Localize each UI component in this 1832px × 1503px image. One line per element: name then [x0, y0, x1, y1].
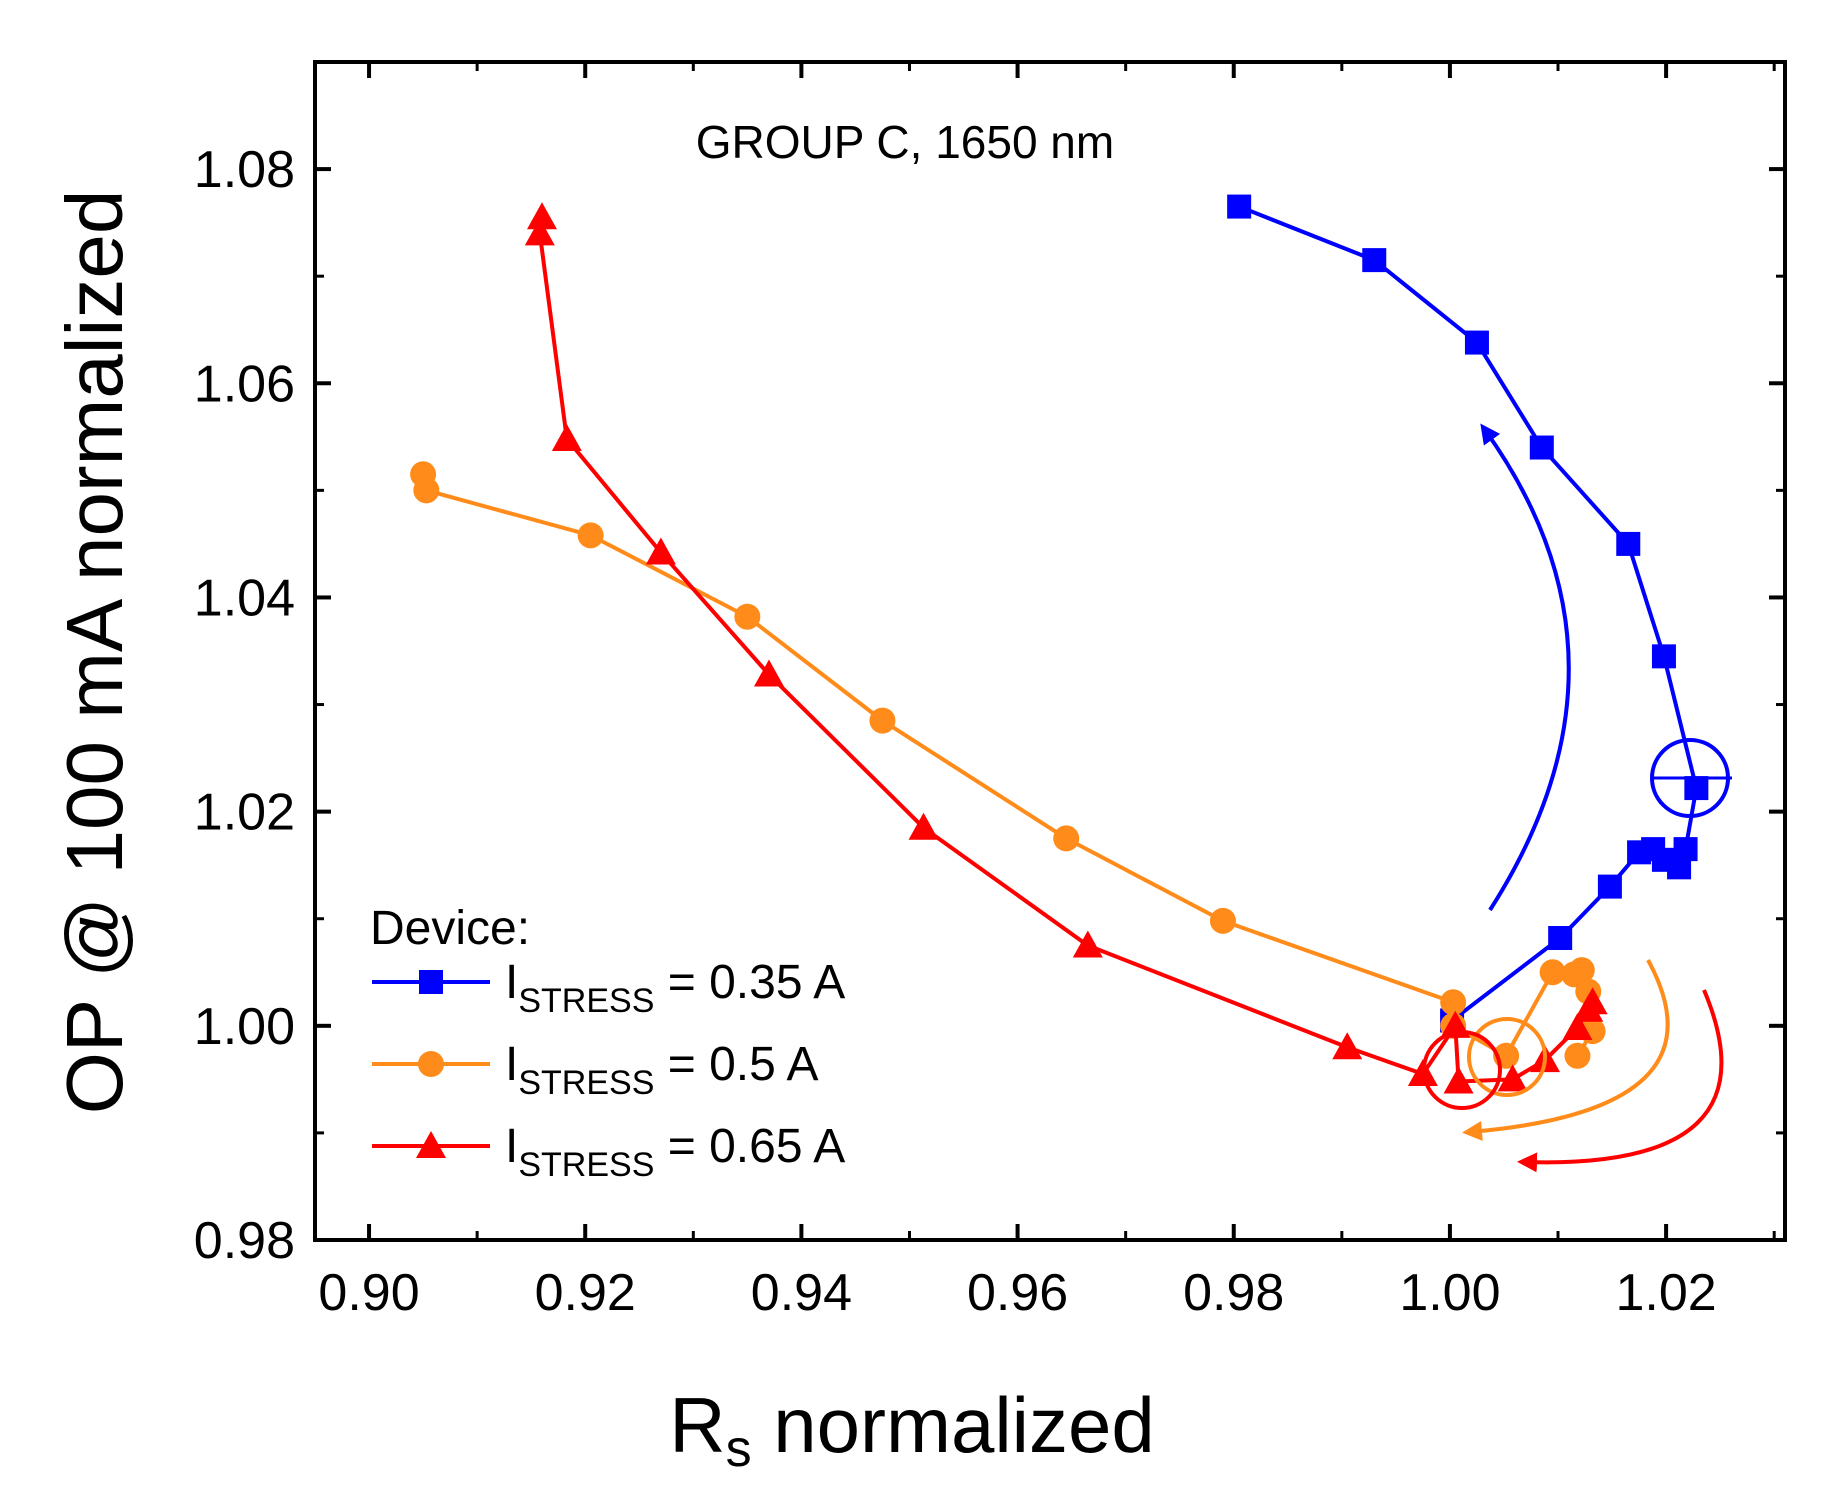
data-point — [1651, 644, 1676, 669]
data-point — [734, 603, 761, 630]
x-axis-title-subscript: s — [726, 1420, 752, 1478]
y-axis-title: OP @ 100 mA normalized — [50, 190, 139, 1115]
chart-annotation: GROUP C, 1650 nm — [696, 116, 1114, 168]
data-point — [1440, 989, 1467, 1016]
legend-label: ISTRESS = 0.65 A — [505, 1120, 845, 1184]
x-tick-label: 0.90 — [318, 1264, 419, 1322]
x-tick-label: 0.92 — [535, 1264, 636, 1322]
legend-label-prefix: I — [505, 956, 518, 1009]
series-layer — [410, 194, 1709, 1094]
legend-item: ISTRESS = 0.35 A — [372, 956, 845, 1020]
y-tick-label: 1.02 — [194, 784, 295, 842]
data-point — [1564, 1042, 1591, 1069]
data-point — [1209, 907, 1236, 934]
data-point — [1616, 531, 1641, 556]
y-tick-label: 1.04 — [194, 569, 295, 627]
legend-label: ISTRESS = 0.35 A — [505, 956, 845, 1020]
y-tick-label: 1.00 — [194, 998, 295, 1056]
highlight-circle — [1422, 1030, 1502, 1110]
x-axis-title-rest: normalized — [752, 1381, 1155, 1469]
series-square — [1227, 194, 1709, 1033]
x-tick-label: 0.98 — [1183, 1264, 1284, 1322]
series-triangle — [524, 202, 1608, 1094]
data-point — [1497, 1064, 1528, 1092]
data-point — [1568, 957, 1595, 984]
trend-arrow — [1462, 959, 1670, 1141]
x-tick-label: 1.02 — [1615, 1264, 1716, 1322]
data-point — [1627, 840, 1652, 865]
data-point — [1548, 926, 1573, 951]
series-line — [1238, 204, 1699, 1023]
data-point — [1072, 930, 1103, 958]
data-point — [524, 218, 555, 246]
trend-arrows — [1422, 423, 1732, 1173]
legend-label-value: = 0.5 A — [654, 1038, 818, 1091]
data-point — [908, 812, 939, 840]
y-tick-label: 1.06 — [194, 355, 295, 413]
x-axis-title-main: R — [669, 1381, 725, 1469]
data-point — [1053, 825, 1080, 852]
legend-item: ISTRESS = 0.5 A — [372, 1038, 819, 1102]
highlight-circle — [1467, 1017, 1547, 1097]
series-line — [421, 473, 1595, 1058]
x-axis-title: Rs normalized — [669, 1381, 1155, 1478]
data-point — [869, 707, 896, 734]
data-point — [1684, 776, 1709, 801]
data-point — [1227, 194, 1252, 219]
trend-arrow — [1480, 423, 1571, 912]
x-tick-label: 1.00 — [1399, 1264, 1500, 1322]
y-tick-label: 0.98 — [194, 1212, 295, 1270]
legend-item: ISTRESS = 0.65 A — [372, 1120, 845, 1184]
data-point — [1332, 1032, 1363, 1060]
data-point — [645, 537, 676, 565]
legend-label-prefix: I — [505, 1120, 518, 1173]
data-point — [413, 477, 440, 504]
legend-marker — [419, 970, 443, 994]
legend-label: ISTRESS = 0.5 A — [505, 1038, 819, 1102]
data-point — [1597, 874, 1622, 899]
axes: 0.90 0.92 0.94 0.96 0.98 1.00 1.02 0.98 1.00 1.02… — [194, 60, 1787, 1322]
data-point — [1362, 248, 1387, 273]
legend-label-subscript: STRESS — [518, 982, 654, 1020]
legend-label-prefix: I — [505, 1038, 518, 1091]
data-point — [753, 659, 784, 687]
plot-frame — [313, 60, 1787, 1242]
legend-title: Device: — [370, 902, 530, 955]
legend-marker — [418, 1051, 444, 1077]
data-point — [1577, 987, 1608, 1015]
data-point — [526, 202, 557, 230]
x-tick-label: 0.94 — [751, 1264, 852, 1322]
legend-marker — [416, 1131, 446, 1158]
data-point — [1529, 435, 1554, 460]
x-tick-label: 0.96 — [967, 1264, 1068, 1322]
legend-label-subscript: STRESS — [518, 1146, 654, 1184]
data-point — [577, 522, 604, 549]
data-point — [1464, 330, 1489, 355]
y-tick-label: 1.08 — [194, 141, 295, 199]
data-point — [1443, 1066, 1474, 1094]
legend-label-subscript: STRESS — [518, 1064, 654, 1102]
data-point — [551, 423, 582, 451]
legend-label-value: = 0.35 A — [654, 956, 845, 1009]
series-circle — [410, 461, 1606, 1069]
series-line — [537, 217, 1595, 1084]
legend-label-value: = 0.65 A — [654, 1120, 845, 1173]
data-point — [1539, 959, 1566, 986]
trend-arrow — [1517, 989, 1724, 1173]
data-point — [1562, 1012, 1593, 1040]
